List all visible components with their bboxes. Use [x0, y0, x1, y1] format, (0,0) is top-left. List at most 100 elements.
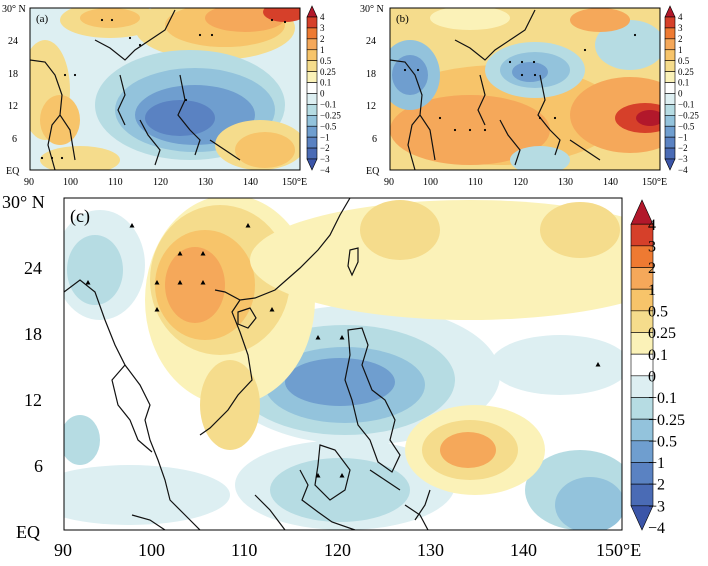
panel-b-lon-130: 130: [558, 177, 573, 188]
colorbar-level-label: 0.1: [678, 78, 689, 88]
colorbar-top-arrow: [664, 5, 676, 18]
panel-c-lon-120: 120: [324, 540, 351, 560]
panel-b-lon-140: 140: [603, 177, 618, 188]
colorbar-level-label: −2: [678, 143, 688, 153]
panel-b-lat-24: 24: [366, 36, 376, 47]
panel-c-lat-6: 6: [34, 456, 43, 476]
panel-a: (a) 30° N 24 18 12 6 EQ 90 100 110 120 1…: [2, 4, 307, 188]
panel-b-lat-6: 6: [372, 134, 377, 145]
colorbar-level-label: 0.25: [648, 325, 676, 342]
colorbar-level-label: −4: [320, 165, 330, 175]
panel-c-lat-eq: EQ: [16, 522, 40, 542]
colorbar-swatch: [664, 49, 676, 61]
panel-b-lon-110: 110: [468, 177, 483, 188]
panel-a-lon-90: 90: [24, 177, 34, 188]
panel-b-lat-ticks: 30° N 24 18 12 6 EQ: [360, 4, 384, 177]
colorbar-swatch: [306, 136, 318, 149]
colorbar-level-label: 0: [320, 89, 325, 99]
colorbar-level-label: 4: [320, 12, 325, 22]
colorbar-top-arrow: [306, 5, 318, 18]
colorbar-swatch: [306, 104, 318, 116]
colorbar-level-label: −1: [678, 132, 688, 142]
panel-b-lon-100: 100: [423, 177, 438, 188]
colorbar-swatch: [664, 16, 676, 29]
panel-b-lat-18: 18: [366, 69, 376, 80]
colorbar-level-label: 0.25: [678, 67, 694, 77]
colorbar-level-label: −1: [648, 455, 665, 472]
colorbar-swatch: [306, 125, 318, 138]
panel-c: (c) 30° N 24 18 12 6 EQ 90 100 110 120 1…: [2, 192, 641, 560]
colorbar-swatch: [664, 82, 676, 94]
panel-c-label: (c): [70, 206, 90, 227]
panel-b-lat-30: 30° N: [360, 4, 384, 15]
colorbar-level-label: −0.5: [320, 121, 337, 131]
colorbar-level-label: 1: [678, 45, 683, 55]
panel-b-lat-12: 12: [366, 101, 376, 112]
colorbar-level-label: 3: [648, 238, 656, 255]
panel-c-shading: [64, 198, 622, 530]
colorbar-swatch: [306, 38, 318, 51]
colorbar-level-label: −0.1: [320, 100, 336, 110]
colorbar-level-label: 0.5: [678, 56, 690, 66]
panel-a-lon-100: 100: [63, 177, 78, 188]
panel-c-lon-ticks: 90 100 110 120 130 140 150°E: [54, 540, 641, 560]
panel-c-lat-18: 18: [24, 324, 42, 344]
colorbar-swatch: [664, 115, 676, 127]
panel-a-shading: [30, 8, 300, 170]
colorbar-swatch: [664, 147, 676, 160]
colorbar-swatch: [664, 136, 676, 149]
colorbar-level-label: 4: [678, 12, 683, 22]
panel-b-lon-ticks: 90 100 110 120 130 140 150°E: [384, 177, 667, 188]
colorbar-level-label: −0.25: [648, 412, 685, 429]
colorbar-swatch: [664, 38, 676, 51]
colorbar-level-label: 0.5: [648, 303, 668, 320]
panel-c-triangles: [85, 223, 601, 478]
colorbar-swatch: [306, 82, 318, 94]
panel-c-lon-140: 140: [510, 540, 537, 560]
panel-a-lat-eq: EQ: [6, 166, 20, 177]
panel-c-lat-12: 12: [24, 390, 42, 410]
colorbar-level-label: 1: [320, 45, 325, 55]
colorbar-swatch: [664, 27, 676, 40]
panel-a-lon-120: 120: [153, 177, 168, 188]
colorbar-level-label: 0: [678, 89, 683, 99]
colorbar-level-label: 4: [648, 217, 656, 234]
panel-c-lat-ticks: 30° N 24 18 12 6 EQ: [2, 192, 45, 542]
colorbar-swatch: [306, 93, 318, 105]
panel-a-lon-ticks: 90 100 110 120 130 140 150°E: [24, 177, 307, 188]
colorbar-swatch: [306, 60, 318, 72]
panel-c-lon-130: 130: [417, 540, 444, 560]
colorbar-swatch: [306, 27, 318, 40]
colorbar-level-label: 0: [648, 368, 656, 385]
panel-b-shading: [390, 8, 660, 170]
colorbar-swatch: [664, 71, 676, 83]
colorbar-level-label: −0.1: [678, 100, 694, 110]
panel-a-lon-130: 130: [198, 177, 213, 188]
colorbar-swatch: [306, 16, 318, 29]
colorbar-bottom-arrow: [664, 158, 676, 171]
colorbar-level-label: −0.5: [678, 121, 695, 131]
colorbar-level-label: −1: [320, 132, 330, 142]
panel-a-dots: [40, 18, 287, 160]
colorbar-level-label: 1: [648, 282, 656, 299]
panel-c-lat-30: 30° N: [2, 192, 45, 212]
panel-a-lon-140: 140: [243, 177, 258, 188]
colorbar-c: 4 3 2 1 0.5 0.25 0.1 0 −0.1 −0.25 −0.5 −1 −2 −3 −4: [630, 199, 685, 537]
colorbar-swatch: [306, 115, 318, 127]
colorbar-level-label: −0.5: [648, 433, 677, 450]
colorbar-level-label: −3: [320, 154, 330, 164]
panel-a-lat-6: 6: [12, 134, 17, 145]
colorbar-level-label: 2: [648, 260, 656, 277]
colorbar-swatch: [306, 147, 318, 160]
panel-a-lon-150: 150°E: [282, 177, 307, 188]
panel-a-lat-12: 12: [8, 101, 18, 112]
colorbar-level-label: −3: [678, 154, 688, 164]
colorbar-swatch: [664, 93, 676, 105]
panel-a-label: (a): [36, 13, 49, 25]
panel-c-lon-150: 150°E: [596, 540, 641, 560]
panel-a-lon-110: 110: [108, 177, 123, 188]
colorbar-level-label: 3: [320, 23, 325, 33]
